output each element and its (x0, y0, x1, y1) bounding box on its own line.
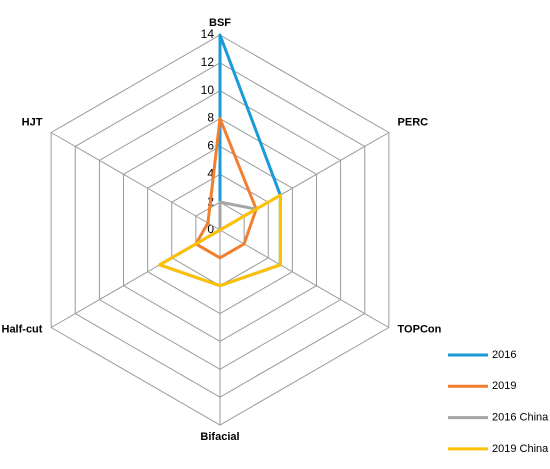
series-line (194, 117, 258, 260)
category-label: Bifacial (200, 431, 239, 443)
r-tick-label: 8 (207, 111, 214, 125)
category-label: Half-cut (2, 323, 43, 335)
category-label: PERC (398, 116, 429, 128)
legend-label: 2019 (492, 380, 516, 392)
series-line (158, 193, 282, 288)
category-label: HJT (22, 116, 43, 128)
legend-label: 2016 (492, 349, 516, 361)
r-tick-label: 14 (201, 27, 215, 41)
r-tick-label: 12 (201, 55, 215, 69)
axis-spoke (219, 229, 390, 328)
r-tick-label: 10 (201, 83, 215, 97)
r-tick-label: 0 (207, 222, 214, 236)
legend-label: 2016 China (492, 412, 549, 424)
r-tick-label: 4 (207, 166, 214, 180)
axis-spoke (50, 132, 221, 231)
legend-label: 2019 China (492, 443, 549, 455)
category-label: BSF (209, 17, 231, 29)
category-label: TOPCon (398, 323, 442, 335)
r-tick-label: 6 (207, 139, 214, 153)
